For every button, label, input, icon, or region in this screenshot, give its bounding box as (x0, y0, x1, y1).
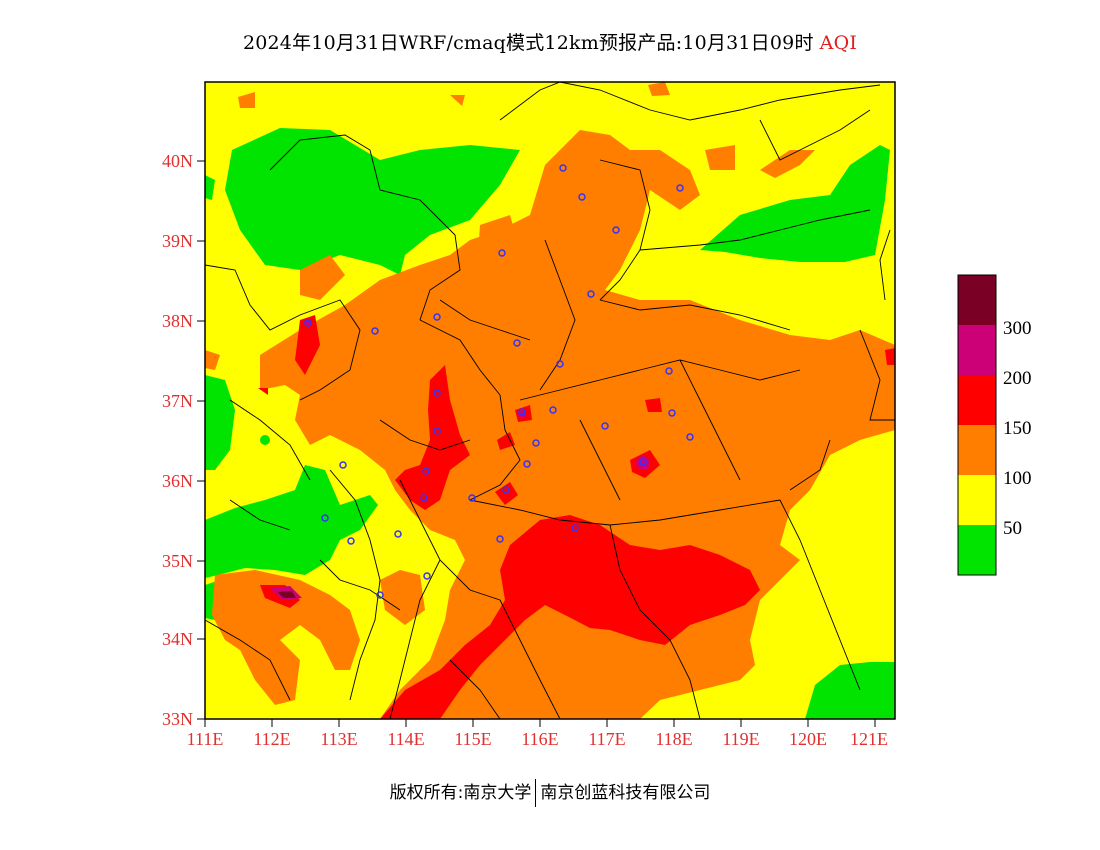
map-title: 2024年10月31日WRF/cmaq模式12km预报产品:10月31日09时 A… (0, 28, 1100, 55)
aqi-legend: 300 200 150 100 50 (957, 274, 1032, 576)
lat-label: 37N (162, 391, 193, 411)
lon-label: 114E (387, 729, 424, 749)
lon-label: 113E (320, 729, 357, 749)
aqi-band-300-plus (278, 591, 296, 598)
legend-label: 100 (1003, 468, 1032, 489)
lon-label: 120E (789, 729, 827, 749)
legend-swatch-50-100 (958, 475, 996, 525)
legend-label: 150 (1003, 418, 1032, 439)
legend-label: 200 (1003, 368, 1032, 389)
lon-label: 117E (588, 729, 625, 749)
administrative-borders (205, 82, 895, 719)
legend-swatch-300-plus (958, 275, 996, 325)
title-product: AQI (819, 32, 858, 54)
lon-label: 118E (655, 729, 692, 749)
legend-frame (957, 274, 997, 576)
aqi-field (205, 82, 895, 719)
lon-label: 115E (454, 729, 491, 749)
city-markers (304, 164, 694, 599)
lon-label: 119E (722, 729, 759, 749)
legend-swatch-200-300 (958, 325, 996, 375)
lon-label: 116E (521, 729, 558, 749)
copyright-footer: 版权所有:南京大学 南京创蓝科技有限公司 (0, 778, 1100, 807)
legend-swatch-100-150 (958, 425, 996, 475)
legend-label: 300 (1003, 318, 1032, 339)
lat-label: 35N (162, 551, 193, 571)
title-text: 2024年10月31日WRF/cmaq模式12km预报产品:10月31日09时 (242, 32, 814, 54)
lon-label: 121E (850, 729, 888, 749)
lat-label: 34N (162, 629, 193, 649)
lat-label: 38N (162, 311, 193, 331)
lat-label: 40N (162, 151, 193, 171)
aqi-band-150-200 (258, 315, 895, 719)
copyright-company: 南京创蓝科技有限公司 (540, 783, 711, 803)
legend-labels: 300 200 150 100 50 (1003, 318, 1032, 539)
legend-swatch-0-50 (958, 525, 996, 575)
legend-swatch-150-200 (958, 375, 996, 425)
latitude-labels: 40N 39N 38N 37N 36N 35N 34N 33N (162, 151, 193, 729)
lon-label: 111E (187, 729, 224, 749)
legend-label: 50 (1003, 518, 1022, 539)
lat-label: 36N (162, 471, 193, 491)
lon-label: 112E (253, 729, 290, 749)
axis-ticks (197, 160, 876, 727)
longitude-labels: 111E 112E 113E 114E 115E 116E 117E 118E … (187, 729, 888, 749)
lat-label: 39N (162, 231, 193, 251)
lat-label: 33N (162, 709, 193, 729)
footer-divider (535, 779, 537, 807)
copyright-owner: 版权所有:南京大学 (389, 783, 532, 803)
